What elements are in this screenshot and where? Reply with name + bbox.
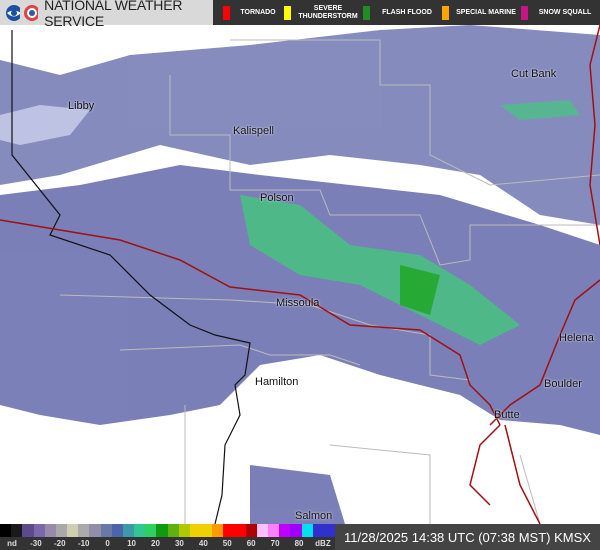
dbz-colorbar: nd -30 -20 -10 0 10 20 30 40 50 60 70 80 dBZ <box>0 524 336 550</box>
colorbar-swatch <box>312 524 324 537</box>
colorbar-swatch <box>111 524 123 537</box>
colorbar-swatch <box>33 524 45 537</box>
legend-item: SNOW SQUALL <box>521 5 596 20</box>
legend-swatch <box>521 5 528 20</box>
highways <box>0 24 600 525</box>
header: NATIONAL WEATHER SERVICE TORNADO SEVERE T… <box>0 0 600 29</box>
echo-light <box>0 105 90 145</box>
legend-swatch <box>223 5 230 20</box>
legend-label: SPECIAL MARINE <box>456 8 516 16</box>
legend-item: SEVERE THUNDERSTORM <box>284 5 359 21</box>
colorbar-swatch <box>167 524 179 537</box>
colorbar-swatch <box>0 524 12 537</box>
colorbar-swatch <box>189 524 202 537</box>
echo-green-3 <box>500 100 580 120</box>
echo-south <box>250 465 345 524</box>
legend-item: SPECIAL MARINE <box>442 5 517 20</box>
footer: nd -30 -20 -10 0 10 20 30 40 50 60 70 80 dBZ 11/28/20… <box>0 524 600 550</box>
city-label: Cut Bank <box>511 68 557 80</box>
noaa-logo-icon <box>6 4 21 21</box>
colorbar-swatch <box>89 524 101 537</box>
colorbar-swatch <box>223 524 235 537</box>
echo-green-1 <box>240 195 520 345</box>
legend-item: FLASH FLOOD <box>363 5 438 20</box>
brand: NATIONAL WEATHER SERVICE <box>0 0 213 29</box>
colorbar-swatch <box>78 524 90 537</box>
state-border <box>11 30 251 525</box>
colorbar-tick: 10 <box>127 539 137 548</box>
warning-legend: TORNADO SEVERE THUNDERSTORM FLASH FLOOD SPE… <box>213 0 600 25</box>
colorbar-swatch <box>67 524 79 537</box>
colorbar-swatch <box>134 524 146 537</box>
colorbar-swatch <box>145 524 157 537</box>
legend-swatch <box>284 5 291 20</box>
colorbar-swatch <box>156 524 168 537</box>
colorbar-swatch <box>100 524 112 537</box>
colorbar-swatch <box>301 524 313 537</box>
colorbar-swatch <box>245 524 257 537</box>
echo-north <box>0 25 600 225</box>
colorbar-tick: dBZ <box>315 539 331 548</box>
colorbar-swatch <box>279 524 291 537</box>
city-label: Hamilton <box>255 376 299 388</box>
radar-svg <box>0 24 600 525</box>
colorbar-swatch <box>323 524 336 537</box>
colorbar-swatch <box>290 524 302 537</box>
city-label: Kalispell <box>233 125 274 137</box>
colorbar-tick: 60 <box>246 539 256 548</box>
colorbar-swatch <box>212 524 224 537</box>
colorbar-swatch <box>11 524 23 537</box>
colorbar-swatch <box>178 524 190 537</box>
colorbar-tick: 50 <box>222 539 232 548</box>
legend-item: TORNADO <box>223 5 280 20</box>
colorbar-tick: 20 <box>151 539 160 548</box>
colorbar-swatch <box>44 524 56 537</box>
timestamp: 11/28/2025 14:38 UTC (07:38 MST) KMSX <box>335 524 600 550</box>
colorbar-tick: 80 <box>294 539 304 548</box>
colorbar-swatch <box>268 524 280 537</box>
colorbar-tick: -30 <box>30 539 42 548</box>
legend-swatch <box>442 5 449 20</box>
legend-label: TORNADO <box>240 8 276 16</box>
city-label: Boulder <box>544 378 582 390</box>
colorbar-swatch <box>234 524 246 537</box>
nws-logo-icon <box>24 4 39 21</box>
city-label: Libby <box>68 100 95 112</box>
colorbar-tick: -20 <box>54 539 66 548</box>
colorbar-tick: 30 <box>174 539 184 548</box>
legend-label: SEVERE THUNDERSTORM <box>298 4 358 20</box>
echo-main <box>0 165 600 435</box>
colorbar-ticks: nd -30 -20 -10 0 10 20 30 40 50 60 70 80 dBZ <box>0 537 335 550</box>
city-label: Missoula <box>276 297 320 309</box>
county-borders <box>59 39 600 525</box>
radar-echoes <box>0 25 600 524</box>
legend-label: FLASH FLOOD <box>382 8 432 16</box>
colorbar-swatch <box>201 524 213 537</box>
city-label: Salmon <box>295 510 333 522</box>
city-label: Polson <box>260 192 294 204</box>
city-label: Helena <box>559 332 594 344</box>
colorbar-swatch <box>22 524 34 537</box>
colorbar-tick: nd <box>7 539 17 548</box>
colorbar-swatch <box>122 524 135 537</box>
colorbar-swatches <box>0 524 336 537</box>
legend-label: SNOW SQUALL <box>538 8 592 16</box>
colorbar-tick: 40 <box>198 539 208 548</box>
legend-swatch <box>363 5 370 20</box>
colorbar-tick: 70 <box>270 539 280 548</box>
header-title: NATIONAL WEATHER SERVICE <box>44 0 183 29</box>
city-label: Butte <box>494 409 520 421</box>
colorbar-swatch <box>55 524 68 537</box>
colorbar-tick: 0 <box>105 539 110 548</box>
colorbar-swatch <box>256 524 269 537</box>
echo-green-2 <box>400 265 440 315</box>
radar-map[interactable]: Libby Kalispell Cut Bank Polson Missoula… <box>0 24 600 525</box>
colorbar-tick: -10 <box>77 539 90 548</box>
